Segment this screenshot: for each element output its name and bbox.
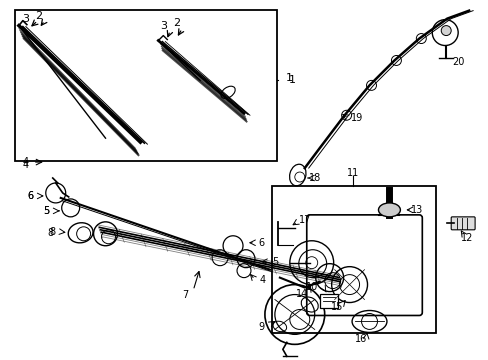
- Text: 12: 12: [460, 233, 472, 243]
- Text: 10: 10: [305, 282, 317, 292]
- Text: 14: 14: [295, 289, 307, 298]
- Text: 18: 18: [308, 173, 320, 183]
- Text: 4: 4: [23, 157, 29, 167]
- Text: 9: 9: [258, 323, 264, 332]
- Text: 5: 5: [43, 206, 50, 216]
- Text: 8: 8: [50, 227, 56, 237]
- Text: 2: 2: [35, 11, 42, 21]
- Text: 1: 1: [289, 75, 296, 85]
- Text: 17: 17: [298, 215, 310, 225]
- Text: 2: 2: [172, 18, 180, 28]
- Text: 6: 6: [28, 191, 34, 201]
- FancyBboxPatch shape: [306, 215, 422, 315]
- Bar: [319, 293, 337, 307]
- Text: 16: 16: [355, 334, 367, 345]
- Text: 13: 13: [410, 205, 423, 215]
- Text: 3: 3: [22, 14, 29, 24]
- Text: 8: 8: [48, 228, 54, 238]
- Text: 6: 6: [28, 191, 34, 201]
- Text: 4: 4: [23, 160, 29, 170]
- Bar: [271, 186, 435, 333]
- Text: 5: 5: [271, 257, 278, 267]
- Text: 6: 6: [258, 238, 264, 248]
- Text: 11: 11: [346, 168, 358, 178]
- Text: 4: 4: [259, 275, 265, 285]
- Text: 20: 20: [451, 58, 464, 67]
- Circle shape: [440, 26, 450, 36]
- Text: 19: 19: [351, 113, 363, 123]
- Bar: [15, 10, 276, 161]
- FancyBboxPatch shape: [450, 217, 474, 230]
- Text: 7: 7: [182, 289, 188, 300]
- Text: 5: 5: [43, 206, 50, 216]
- Text: 1: 1: [286, 73, 293, 84]
- Text: 3: 3: [160, 21, 166, 31]
- Text: 15: 15: [331, 302, 343, 311]
- Ellipse shape: [378, 203, 400, 217]
